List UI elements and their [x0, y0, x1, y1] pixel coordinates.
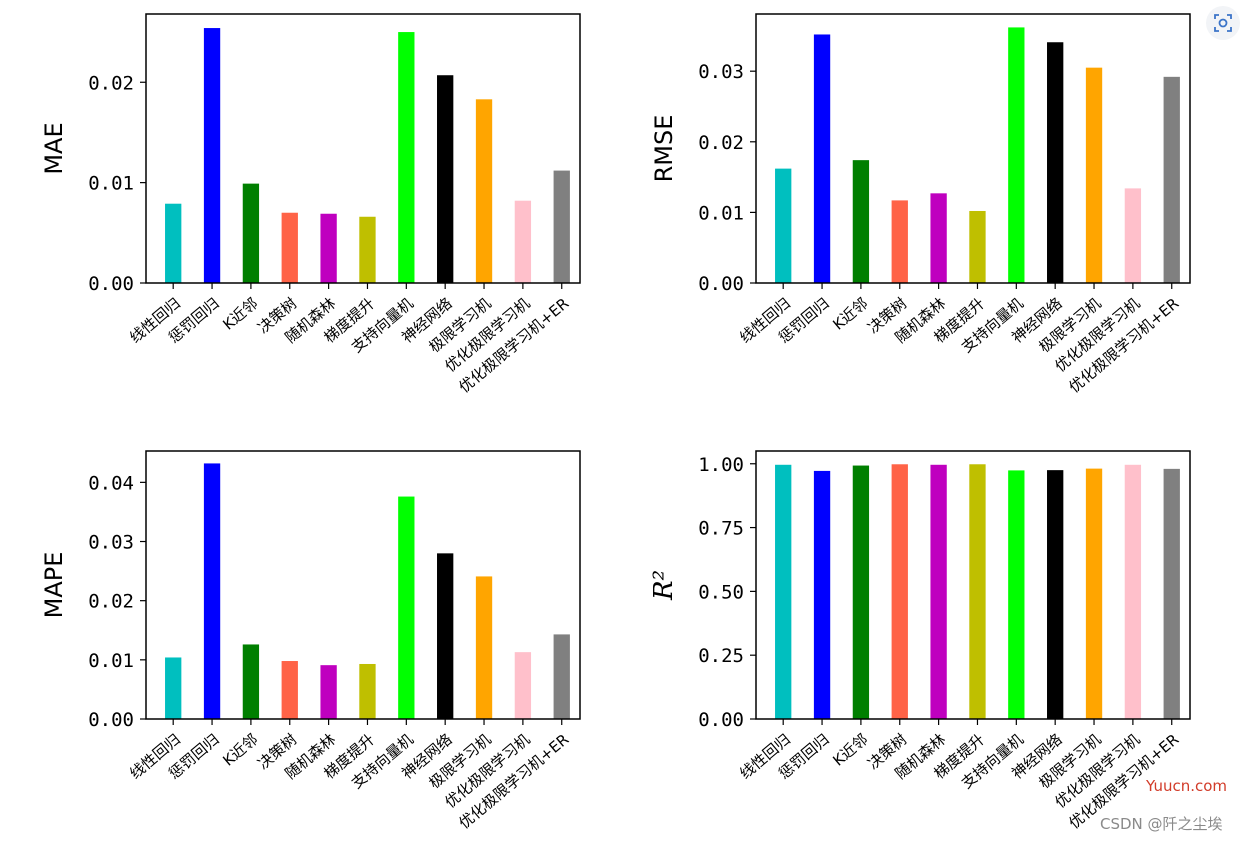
- bar: [514, 200, 532, 283]
- x-tick-label: K近邻: [829, 730, 871, 769]
- bar: [359, 216, 376, 283]
- y-tick-label: 0.75: [698, 518, 744, 540]
- y-axis-label: MAE: [40, 122, 68, 174]
- y-tick-label: 0.02: [88, 591, 134, 613]
- y-tick-label: 0.01: [88, 173, 134, 195]
- bar: [475, 576, 493, 719]
- bar: [281, 661, 298, 719]
- bar: [398, 496, 415, 719]
- bar: [437, 553, 454, 719]
- y-tick-label: 0.50: [698, 581, 744, 603]
- bar: [1047, 470, 1064, 719]
- bar: [281, 212, 298, 283]
- y-tick-label: 1.00: [698, 454, 744, 476]
- bar: [1163, 468, 1180, 719]
- bar: [437, 75, 454, 283]
- bar: [969, 464, 986, 719]
- bar: [1163, 76, 1180, 283]
- bar: [930, 193, 947, 283]
- y-axis-label: R²: [649, 570, 679, 601]
- bar: [930, 464, 947, 719]
- bar: [475, 99, 493, 283]
- bar: [1124, 464, 1142, 719]
- y-axis-label: RMSE: [650, 115, 678, 183]
- y-tick-label: 0.00: [88, 709, 134, 731]
- bar: [553, 170, 570, 283]
- subplot-rmse: 0.000.010.020.03线性回归惩罚回归K近邻决策树随机森林梯度提升支持…: [650, 13, 1191, 396]
- y-tick-label: 0.00: [698, 709, 744, 731]
- y-tick-label: 0.02: [88, 72, 134, 94]
- bar: [203, 28, 221, 283]
- bar: [813, 470, 831, 719]
- watermark-author: CSDN @阡之尘埃: [1100, 815, 1223, 833]
- axes-frame: [755, 450, 1191, 720]
- y-tick-label: 0.25: [698, 645, 744, 667]
- bar: [775, 168, 792, 283]
- axes-frame: [755, 13, 1191, 284]
- y-tick-label: 0.01: [698, 202, 744, 224]
- bar: [1124, 188, 1142, 283]
- bar: [165, 657, 182, 719]
- bar: [1047, 42, 1064, 283]
- bar: [775, 464, 792, 719]
- bar: [891, 464, 908, 719]
- bar: [320, 213, 337, 283]
- y-tick-label: 0.00: [698, 273, 744, 295]
- bar: [553, 634, 570, 719]
- visual-search-icon[interactable]: [1206, 6, 1240, 40]
- bar: [1008, 470, 1025, 719]
- x-tick-label: K近邻: [219, 294, 261, 333]
- axes-frame: [145, 450, 581, 720]
- x-tick-label: K近邻: [219, 730, 261, 769]
- bar: [813, 34, 831, 283]
- bar: [359, 663, 376, 719]
- bar: [203, 463, 221, 719]
- y-tick-label: 0.03: [698, 61, 744, 83]
- bar: [398, 32, 415, 283]
- axes-frame: [145, 13, 581, 284]
- y-tick-label: 0.04: [88, 472, 134, 494]
- bar: [891, 200, 908, 283]
- bar: [165, 203, 182, 283]
- bar: [852, 465, 870, 719]
- bar: [242, 644, 260, 719]
- bar: [514, 652, 532, 719]
- y-tick-label: 0.00: [88, 273, 134, 295]
- bar: [242, 183, 260, 283]
- y-tick-label: 0.02: [698, 132, 744, 154]
- y-axis-label: MAPE: [40, 552, 68, 619]
- subplot-mae: 0.000.010.02线性回归惩罚回归K近邻决策树随机森林梯度提升支持向量机神…: [40, 13, 581, 396]
- bar: [1085, 67, 1103, 284]
- y-tick-label: 0.01: [88, 650, 134, 672]
- bar: [969, 210, 986, 283]
- bar: [1008, 27, 1025, 283]
- bar: [320, 665, 337, 719]
- subplot-r2: 0.000.250.500.751.00线性回归惩罚回归K近邻决策树随机森林梯度…: [649, 450, 1191, 832]
- x-tick-label: K近邻: [829, 294, 871, 333]
- bar: [852, 160, 870, 283]
- y-tick-label: 0.03: [88, 532, 134, 554]
- bar: [1085, 468, 1103, 719]
- subplot-mape: 0.000.010.020.030.04线性回归惩罚回归K近邻决策树随机森林梯度…: [40, 450, 581, 832]
- watermark-site: Yuucn.com: [1146, 777, 1228, 795]
